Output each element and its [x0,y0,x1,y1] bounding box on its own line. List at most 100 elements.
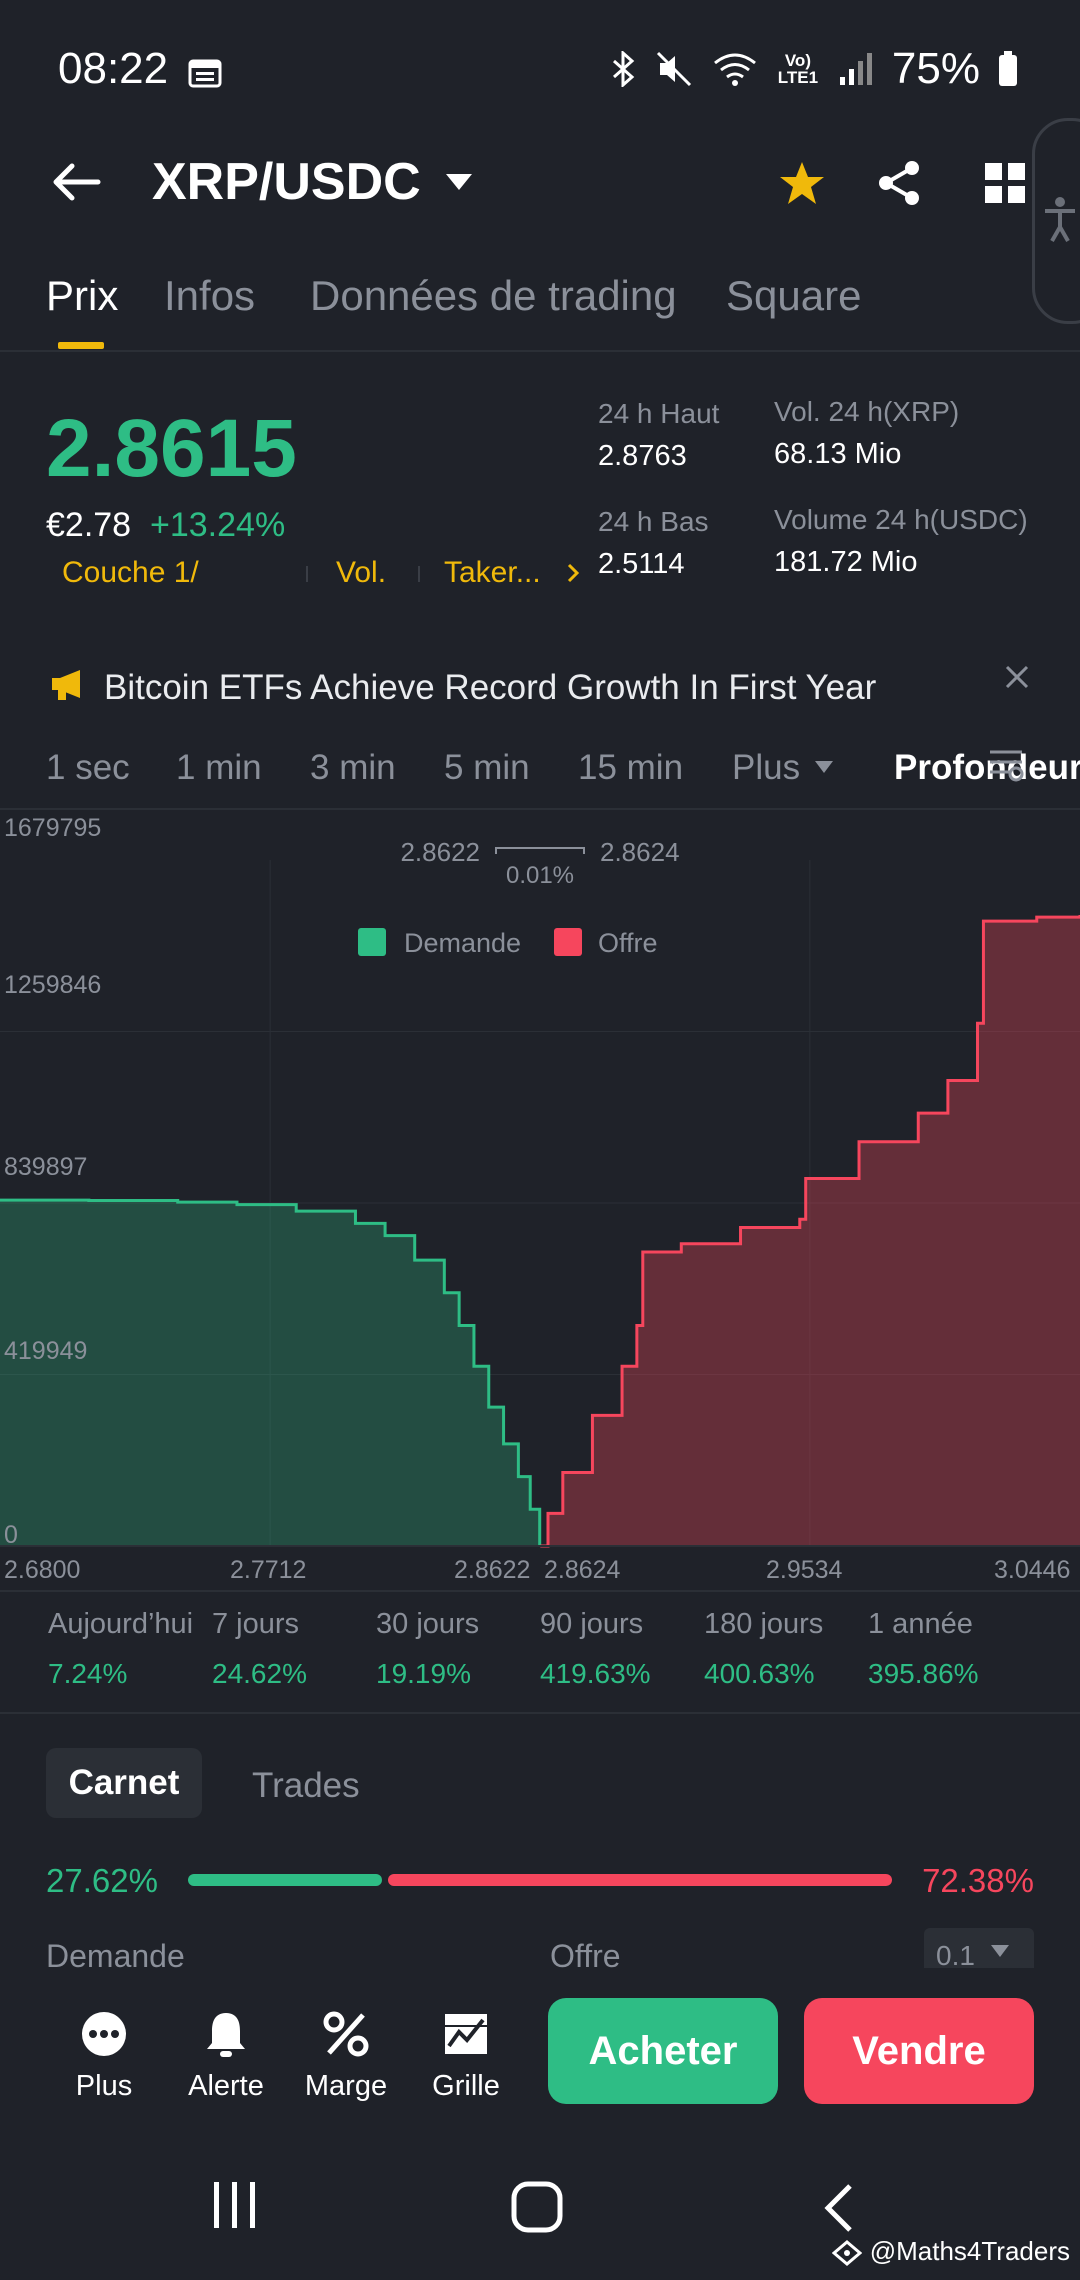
legend-ask: Offre [598,928,658,958]
calendar-icon [188,59,222,88]
book-bid-label: Demande [46,1938,185,1968]
chart-areas [0,915,1080,1548]
depth-chart[interactable]: 2.8622 2.8624 0.01% Demande Offre [0,810,1080,1590]
ratio-bar [188,1874,892,1886]
tag-vol[interactable]: Vol. [336,556,387,589]
perf-label: 1 année [868,1608,973,1640]
perf-label: 7 jours [212,1608,300,1640]
chart-divider [0,1590,1080,1592]
buy-button[interactable]: Acheter [548,1998,778,2104]
dropdown-caret-icon[interactable] [814,760,834,774]
sell-button[interactable]: Vendre [804,1998,1034,2104]
back-nav-icon[interactable] [820,2182,856,2234]
share-icon[interactable] [876,160,922,206]
tab-carnet[interactable]: Carnet [46,1748,202,1818]
ask-ratio: 72.38% [922,1862,1034,1899]
tf-plus[interactable]: Plus [732,748,801,787]
tag-layer1[interactable]: Couche 1/ [62,556,199,589]
percent-icon [323,2011,369,2057]
home-icon[interactable] [510,2180,564,2234]
ask-depth-line [540,915,1080,1548]
more-icon [82,2012,126,2056]
tag-taker[interactable]: Taker... [444,556,541,589]
ask-depth-area [540,915,1080,1546]
news-headline[interactable]: Bitcoin ETFs Achieve Record Growth In Fi… [104,668,877,707]
accessibility-handle[interactable] [1032,118,1080,324]
action-label: Marge [304,2070,388,2102]
tab-square[interactable]: Square [726,272,862,319]
spread-bracket [495,847,585,854]
best-ask-label: 2.8624 [600,837,680,867]
best-bid-label: 2.8622 [400,837,480,867]
status-bar: 08:22 Vo) LTE1 75% [0,0,1080,140]
tf-1sec[interactable]: 1 sec [46,748,130,787]
signal-icon [839,53,872,85]
perf-value: 24.62% [212,1658,307,1689]
timeframe-divider [0,808,1080,810]
fiat-price: €2.78 [46,506,132,544]
action-alert[interactable]: Alerte [176,2006,276,2103]
legend-swatch-bid [358,928,386,956]
vol-base-label: Vol. 24 h(XRP) [774,396,960,427]
watermark: @Maths4Traders [832,2236,1070,2267]
vol-base-value: 68.13 Mio [774,438,902,470]
tag-divider [418,566,420,582]
network-label: Vo) LTE1 [777,51,819,87]
spread-pct: 0.01% [506,862,574,889]
status-icons: Vo) LTE1 75% [608,44,1018,94]
perf-value: 419.63% [540,1658,651,1689]
mute-icon [656,51,691,87]
pair-selector[interactable]: XRP/USDC [152,153,421,211]
action-label: Grille [432,2070,500,2102]
book-ask-label: Offre [550,1938,621,1968]
last-price: 2.8615 [46,403,297,494]
chart-settings-icon[interactable] [986,746,1026,782]
legend-bid: Demande [404,928,521,958]
battery-icon [999,51,1017,86]
tf-1min[interactable]: 1 min [176,748,262,787]
bluetooth-icon [612,51,635,87]
action-plus[interactable]: Plus [54,2006,154,2103]
bid-depth-line [0,1198,542,1546]
tf-15min[interactable]: 15 min [578,748,684,787]
ratio-bar-ask [388,1874,892,1886]
price-change: +13.24% [150,506,286,544]
action-margin[interactable]: Marge [296,2006,396,2103]
tag-divider [306,566,308,582]
wifi-icon [713,53,756,86]
perf-label: Aujourd’hui [48,1608,194,1640]
dropdown-caret-icon[interactable] [444,172,474,192]
tab-trades[interactable]: Trades [252,1766,360,1805]
tf-depth[interactable]: Profondeur [894,748,1080,787]
section-divider [0,1712,1080,1714]
book-header: Demande Offre 0.1 [0,1928,1080,1968]
close-icon[interactable] [1004,664,1030,690]
megaphone-icon [52,670,80,700]
bid-ratio: 27.62% [46,1862,158,1899]
dropdown-caret-icon [991,1945,1009,1957]
action-grid[interactable]: Grille [416,2006,516,2103]
watermark-text: @Maths4Traders [869,2236,1070,2266]
x-tick: 2.6800 [4,1556,81,1584]
precision-select[interactable]: 0.1 [924,1928,1034,1968]
tf-5min[interactable]: 5 min [444,748,530,787]
back-arrow-icon[interactable] [50,160,102,204]
x-tick: 2.7712 [230,1556,307,1584]
x-tick: 2.8622 [454,1556,531,1584]
perf-label: 90 jours [540,1608,644,1640]
vol-quote-value: 181.72 Mio [774,546,918,578]
tab-infos[interactable]: Infos [164,272,256,319]
tab-trading-data[interactable]: Données de trading [310,272,677,319]
grid-menu-icon[interactable] [984,162,1026,204]
perf-value: 395.86% [868,1658,979,1689]
tab-prix[interactable]: Prix [46,272,119,319]
grid-bot-icon [445,2014,487,2054]
chevron-right-icon[interactable] [566,562,580,584]
perf-value: 19.19% [376,1658,471,1689]
perf-value: 400.63% [704,1658,815,1689]
recent-apps-icon[interactable] [210,2180,260,2230]
favorite-star-icon[interactable] [778,160,826,206]
tabs-divider [0,350,1080,352]
tf-3min[interactable]: 3 min [310,748,396,787]
low-value: 2.5114 [598,548,685,580]
